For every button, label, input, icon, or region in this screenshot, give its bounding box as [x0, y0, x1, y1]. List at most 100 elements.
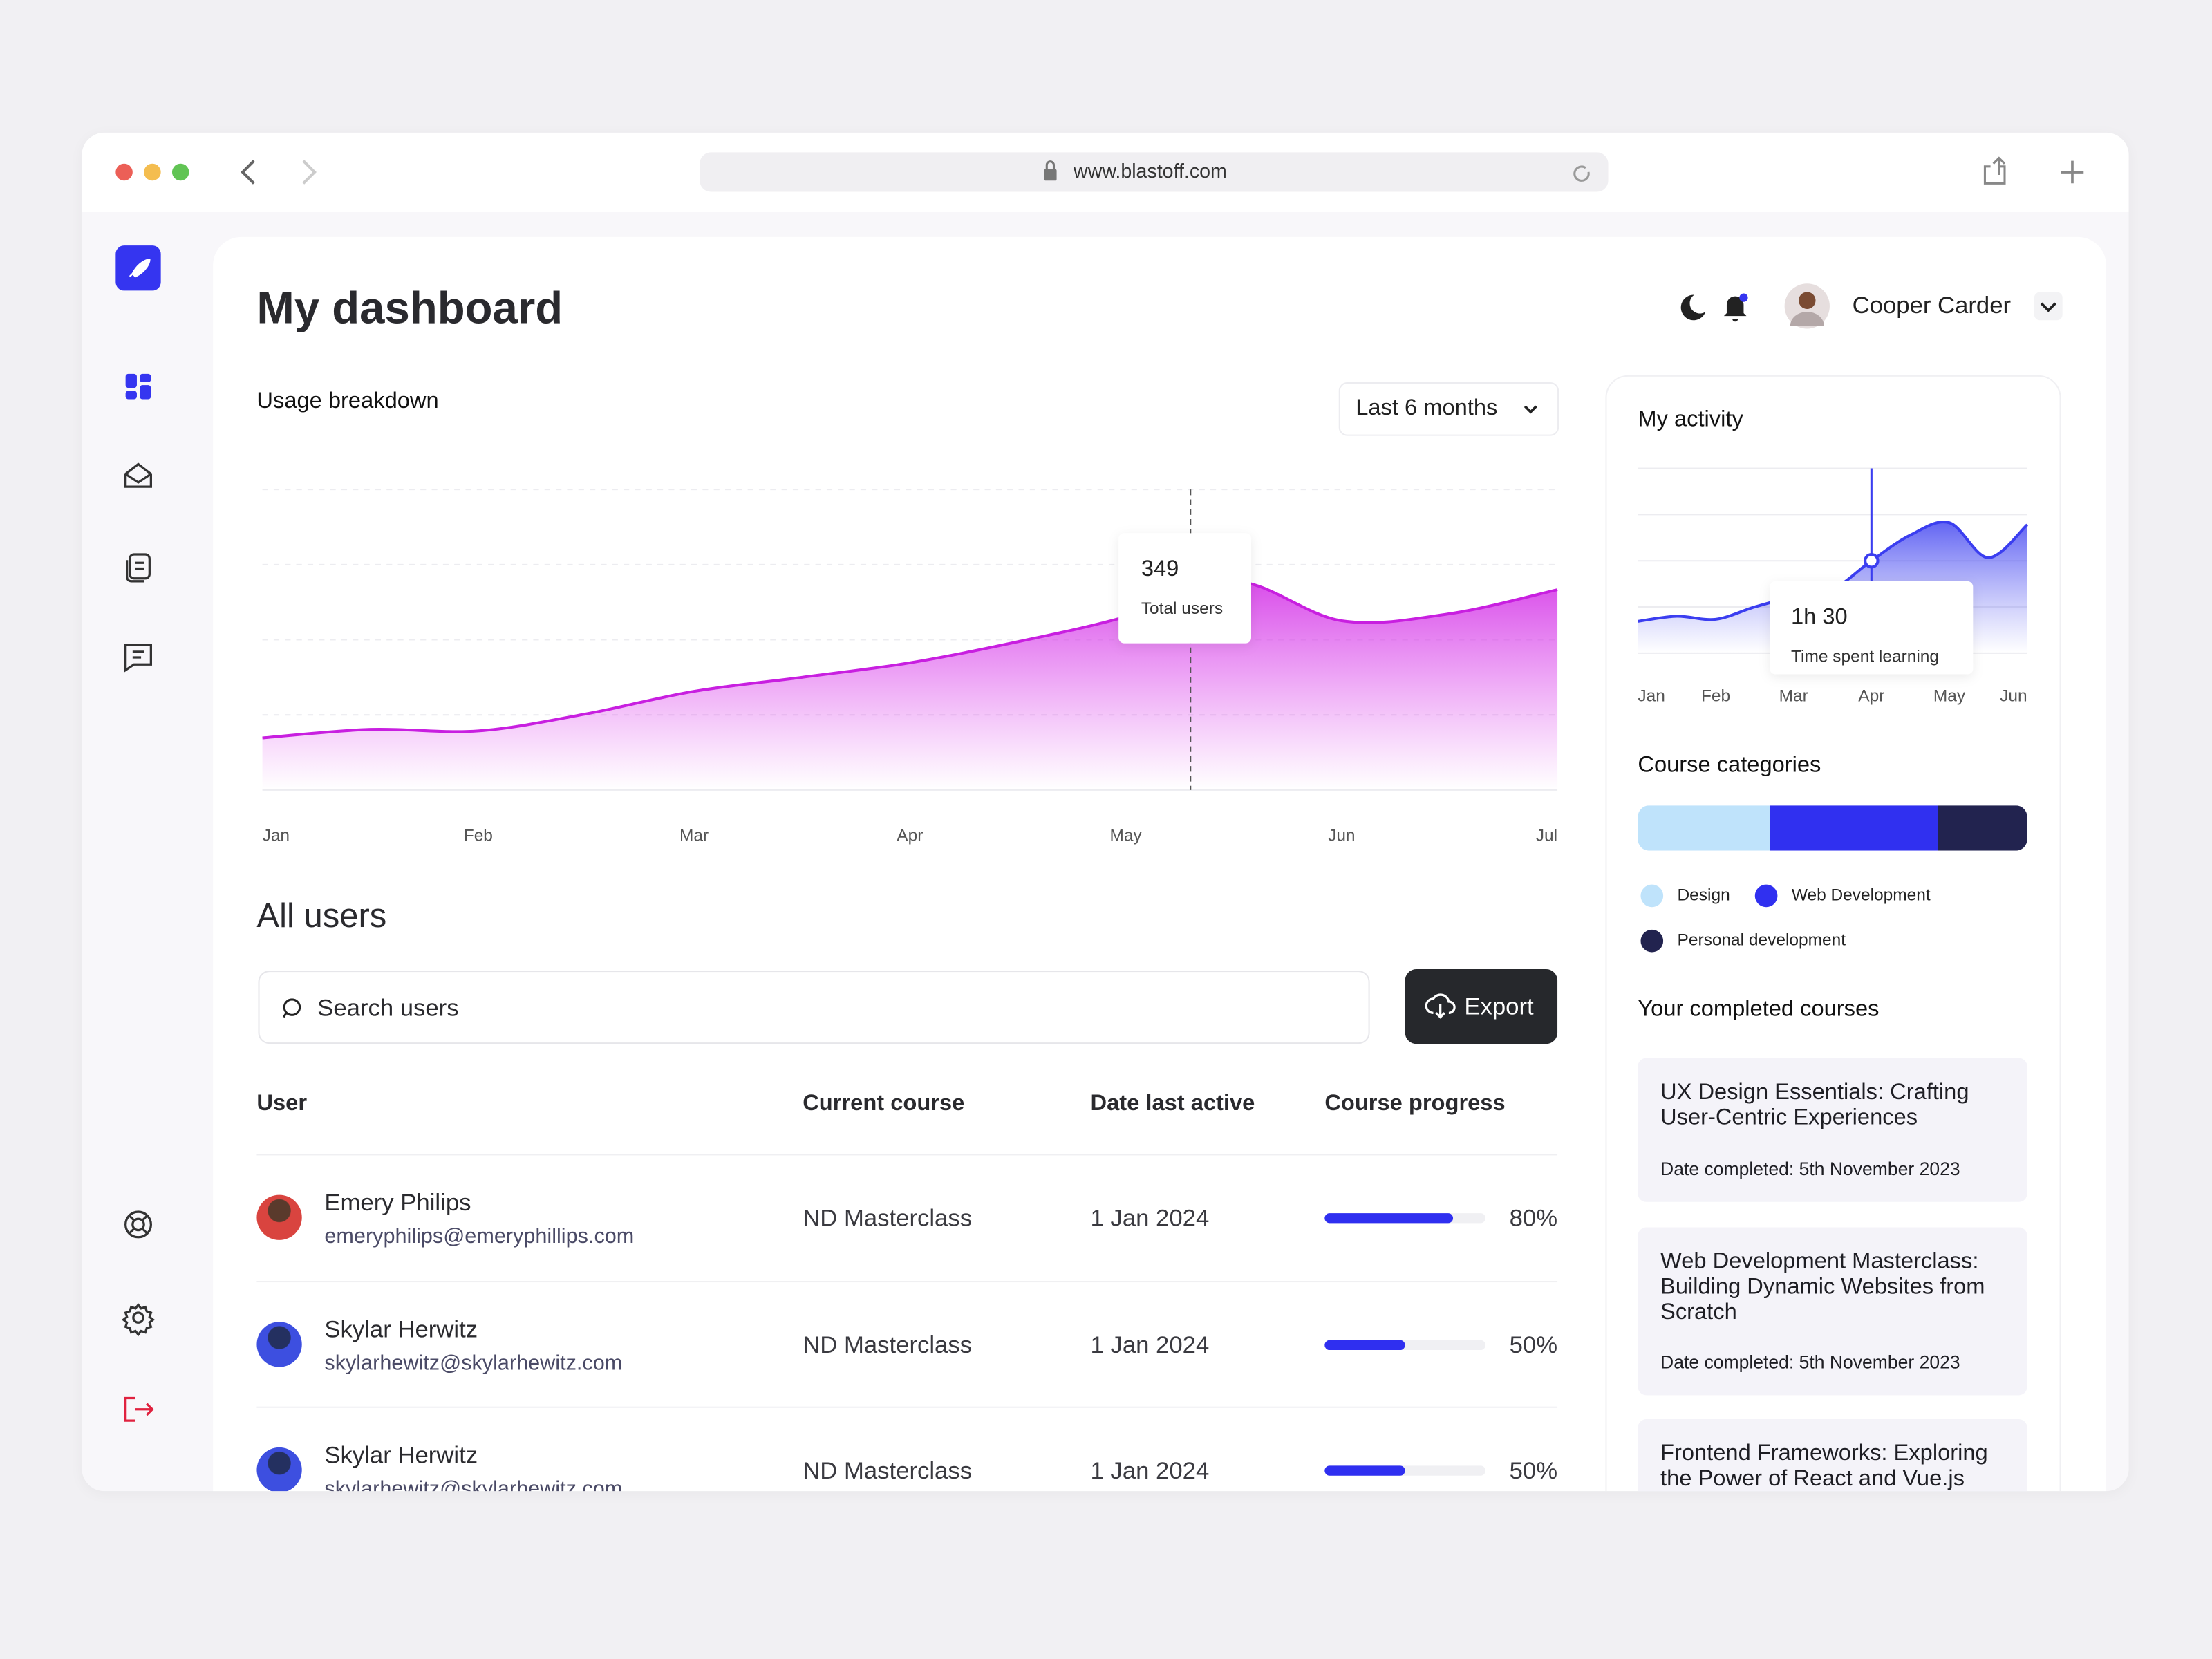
column-header: Course progress — [1324, 1091, 1506, 1116]
user-email: skylarhewitz@skylarhewitz.com — [324, 1351, 623, 1376]
tooltip-value: 1h 30 — [1791, 603, 1848, 629]
user-name: Skylar Herwitz — [324, 1441, 478, 1469]
legend-label: Web Development — [1792, 885, 1931, 904]
chart-title: Usage breakdown — [256, 389, 439, 413]
completed-title: Your completed courses — [1638, 997, 1880, 1022]
share-button[interactable] — [1983, 156, 2006, 185]
column-header: Current course — [803, 1091, 965, 1116]
x-tick-label: Feb — [464, 827, 493, 845]
stacked-bar — [1638, 805, 2027, 851]
nav-logout[interactable] — [124, 1396, 154, 1422]
content-clip: My dashboard Cooper Carder Usage breakdo… — [82, 133, 2128, 1492]
page-title: My dashboard — [256, 282, 563, 333]
notification-dot — [1739, 293, 1748, 302]
area-fill — [262, 581, 1558, 790]
nav-documents[interactable] — [126, 553, 151, 583]
column-header: User — [256, 1091, 308, 1116]
progress-label: 50% — [1509, 1457, 1558, 1484]
x-tick-label: May — [1109, 827, 1142, 845]
back-button[interactable] — [241, 160, 255, 185]
period-text: Last 6 months — [1356, 396, 1498, 421]
legend-label: Design — [1678, 885, 1730, 904]
user-name: Skylar Herwitz — [324, 1316, 478, 1343]
x-tick-label: Jul — [1536, 827, 1557, 845]
avatar-face — [1799, 292, 1816, 309]
tooltip-label: Time spent learning — [1791, 647, 1939, 666]
tooltip-value: 349 — [1141, 555, 1179, 581]
lock-shackle — [1045, 160, 1056, 169]
progress-bar — [1324, 1465, 1405, 1476]
search-icon — [282, 998, 301, 1018]
export-icon — [1425, 993, 1456, 1019]
user-menu-button[interactable] — [2034, 292, 2063, 321]
logo-rocket — [129, 259, 151, 278]
theme-toggle[interactable] — [1680, 294, 1706, 321]
export-button[interactable]: Export — [1405, 969, 1558, 1044]
browser-toolbar: www.blastoff.com — [82, 132, 2129, 212]
x-tick-label: Jun — [2000, 687, 2027, 706]
bar-segment — [1770, 805, 1938, 851]
charts: Jan Feb Mar Apr May Jun Jul 349 Total users Jan Fe… — [262, 467, 2029, 953]
course-date: Date completed: 5th November 2023 — [1660, 1351, 1960, 1373]
avatar-body — [1790, 312, 1824, 326]
notifications-button[interactable] — [1723, 296, 1747, 322]
course-card: Web Development Masterclass: Building Dy… — [1638, 1227, 2027, 1396]
new-tab-button[interactable] — [2061, 160, 2084, 184]
sidebar — [115, 245, 161, 1422]
tooltip-label: Total users — [1141, 599, 1223, 618]
date-last-active: 1 Jan 2024 — [1090, 1457, 1210, 1484]
search-placeholder: Search users — [317, 994, 459, 1022]
tooltip-box — [1118, 533, 1251, 644]
url-bar[interactable] — [700, 152, 1609, 192]
url-text: www.blastoff.com — [1074, 159, 1227, 182]
current-course: ND Masterclass — [803, 1331, 973, 1359]
x-tick-label: Feb — [1701, 687, 1730, 706]
progress-bar — [1324, 1340, 1405, 1351]
x-tick-label: Jan — [263, 827, 290, 845]
forward-button[interactable] — [302, 160, 317, 185]
current-course: ND Masterclass — [803, 1204, 973, 1232]
minimize-button[interactable] — [144, 163, 161, 181]
course-title: UX Design Essentials: Crafting User-Cent… — [1660, 1080, 1969, 1130]
x-tick-label: Mar — [679, 827, 709, 845]
course-title: Frontend Frameworks: Exploring the Power… — [1660, 1441, 1988, 1492]
search-input[interactable]: Search users — [258, 971, 1370, 1044]
user-email: skylarhewitz@skylarhewitz.com — [324, 1477, 623, 1492]
course-card: UX Design Essentials: Crafting User-Cent… — [1638, 1058, 2027, 1202]
nav-settings[interactable] — [121, 1303, 156, 1337]
course-card: Frontend Frameworks: Exploring the Power… — [1638, 1419, 2027, 1492]
legend-swatch — [1640, 929, 1664, 953]
bar-segment — [1938, 805, 2027, 851]
x-tick-label: Apr — [1858, 687, 1884, 706]
row-divider — [256, 1281, 1558, 1283]
activity-title: My activity — [1638, 407, 1743, 432]
legend-swatch — [1754, 884, 1778, 908]
x-tick-label: Apr — [897, 827, 923, 845]
nav-dashboard[interactable] — [125, 373, 151, 400]
export-label: Export — [1464, 993, 1534, 1020]
tooltip-box — [1770, 581, 1974, 675]
user-avatar — [256, 1194, 302, 1240]
maximize-button[interactable] — [171, 163, 189, 181]
course-date: Date completed: 5th November 2023 — [1660, 1158, 1960, 1180]
header-tools — [1680, 283, 2063, 329]
tooltip-point — [1864, 552, 1880, 569]
line — [262, 579, 1558, 740]
row-divider — [256, 1406, 1558, 1408]
row-divider — [256, 1154, 1558, 1156]
close-button[interactable] — [115, 163, 133, 181]
reload-button[interactable] — [1573, 165, 1590, 182]
users-title: All users — [256, 897, 387, 936]
nav-inbox[interactable] — [124, 462, 152, 488]
legend-label: Personal development — [1678, 931, 1846, 950]
current-course: ND Masterclass — [803, 1457, 973, 1484]
x-tick-label: Mar — [1779, 687, 1808, 706]
user-avatar — [256, 1447, 302, 1492]
nav-messages[interactable] — [124, 644, 152, 673]
user-name: Cooper Carder — [1852, 292, 2012, 319]
nav-support[interactable] — [124, 1210, 152, 1239]
period-dropdown[interactable]: Last 6 months — [1338, 382, 1559, 436]
activity-panel — [1605, 375, 2061, 1492]
